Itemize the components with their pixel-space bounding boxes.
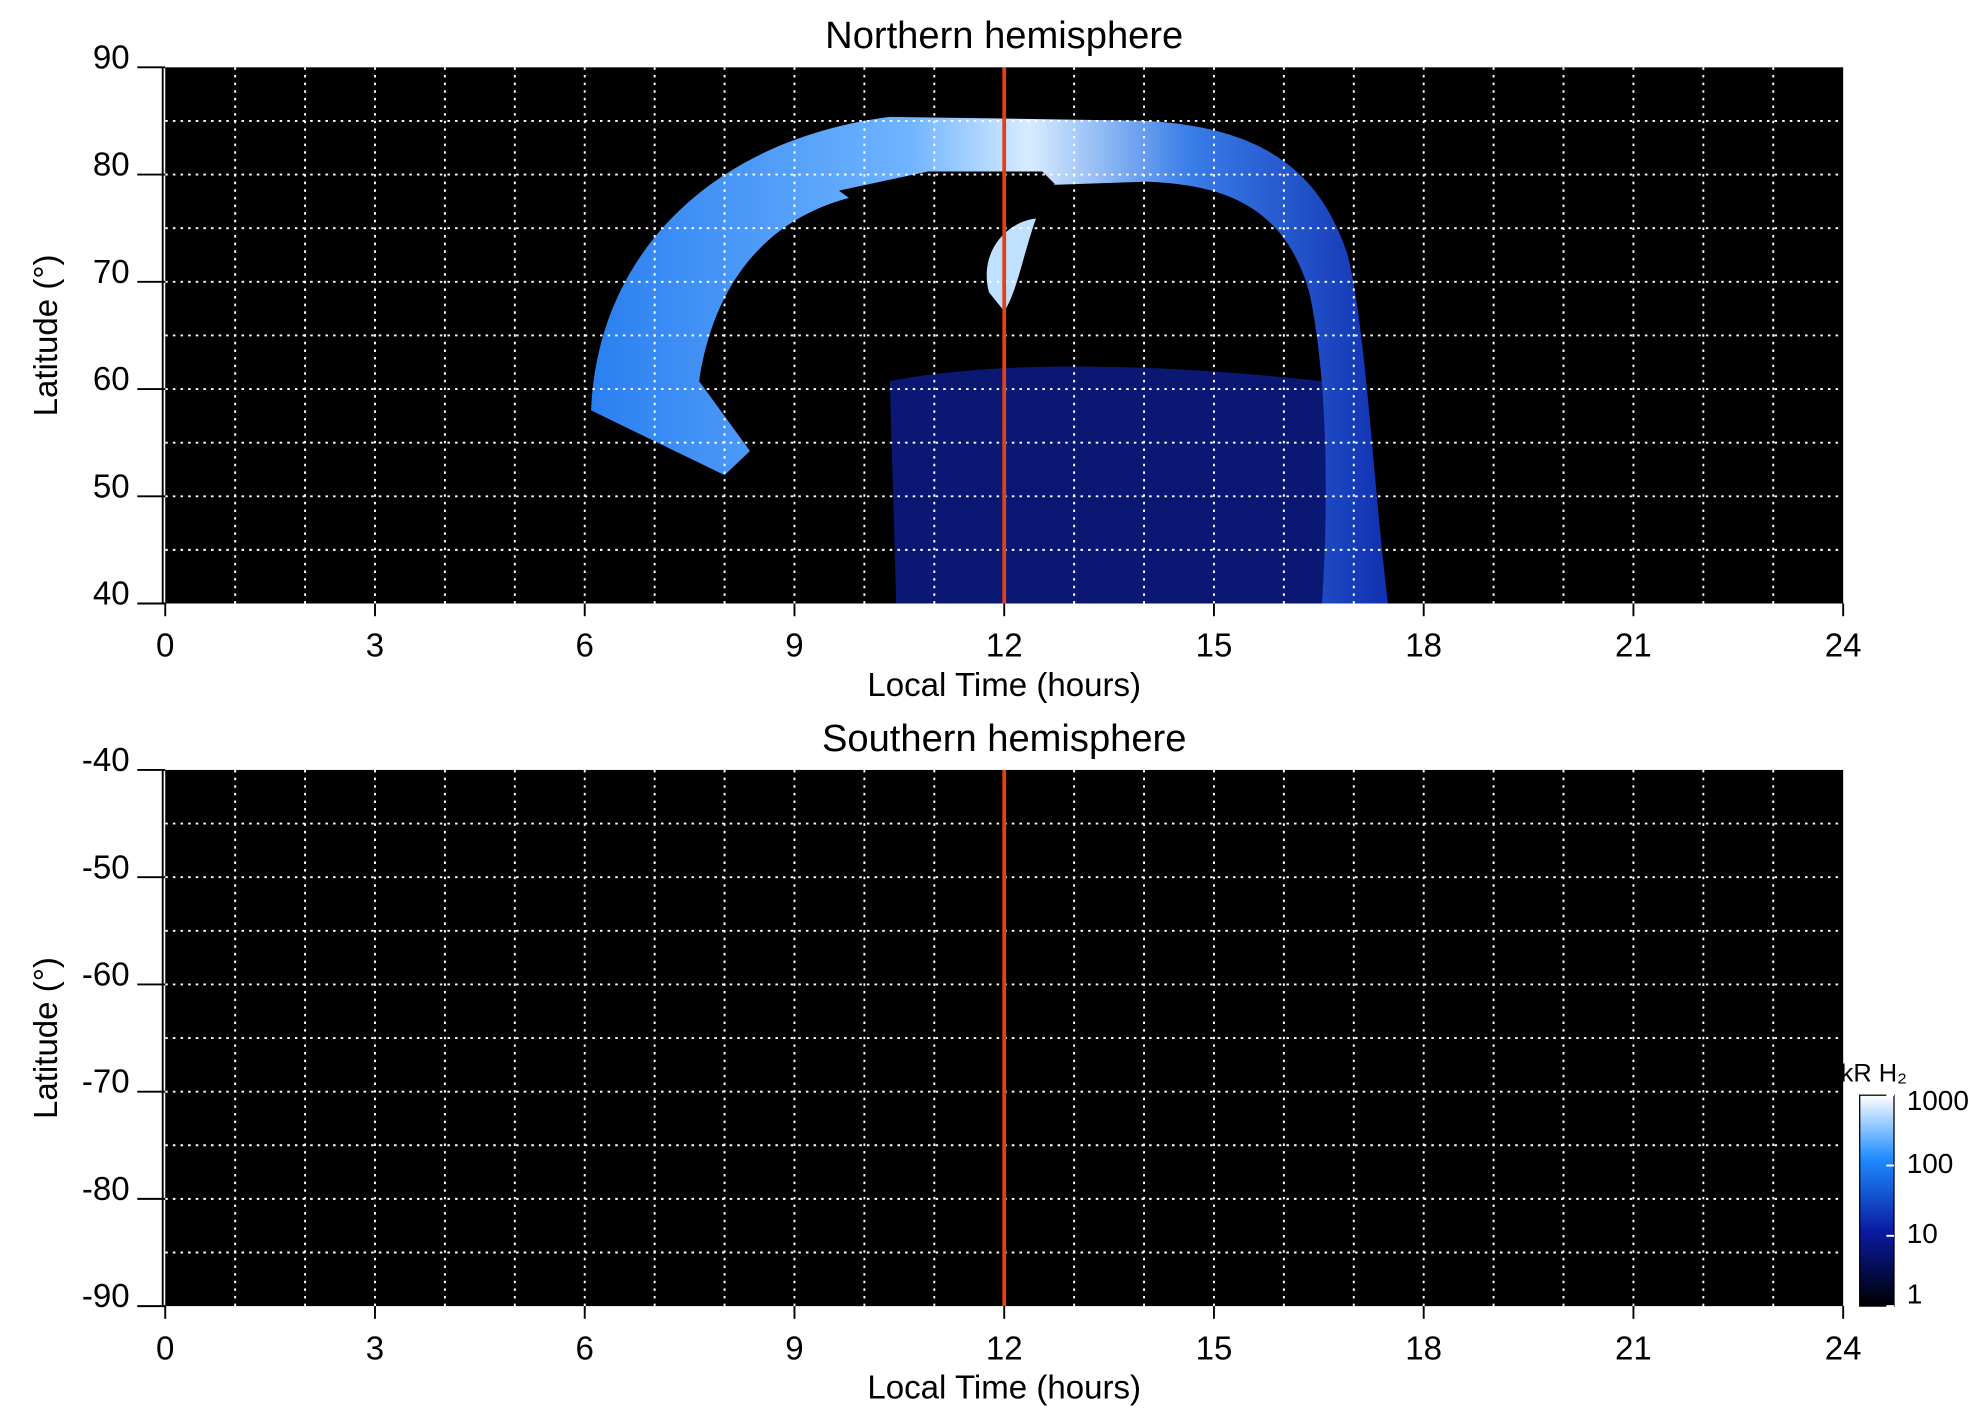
- y-tick-label: -50: [82, 849, 130, 886]
- y-tick-label: -70: [82, 1064, 130, 1101]
- colorbar: [1859, 1094, 1895, 1307]
- x-tick-label: 6: [576, 1330, 594, 1367]
- x-axis-label: Local Time (hours): [867, 667, 1141, 704]
- x-tick-label: 9: [785, 1330, 803, 1367]
- y-tick-label: 80: [93, 147, 130, 184]
- y-tick-label: -60: [82, 957, 130, 994]
- y-tick-label: 70: [93, 254, 130, 291]
- x-tick-label: 12: [986, 628, 1023, 665]
- y-tick-label: -40: [82, 742, 130, 779]
- y-axis-label: Latitude (°): [28, 254, 65, 416]
- x-axis-label: Local Time (hours): [867, 1370, 1141, 1407]
- x-tick-label: 15: [1196, 1330, 1233, 1367]
- x-tick-label: 0: [156, 628, 174, 665]
- y-tick-label: -80: [82, 1171, 130, 1208]
- x-tick-label: 3: [366, 1330, 384, 1367]
- y-tick-label: 60: [93, 361, 130, 398]
- colorbar-label: kR H₂: [1841, 1060, 1907, 1088]
- y-tick-label: 50: [93, 468, 130, 505]
- y-tick-label: 40: [93, 576, 130, 613]
- x-tick-label: 15: [1196, 628, 1233, 665]
- x-tick-label: 9: [785, 628, 803, 665]
- x-tick-label: 18: [1405, 1330, 1442, 1367]
- colorbar-tick-label: 10: [1907, 1218, 1938, 1249]
- chart-title: Southern hemisphere: [822, 717, 1186, 760]
- colorbar-tick-label: 1000: [1907, 1085, 1969, 1116]
- x-tick-label: 18: [1405, 628, 1442, 665]
- y-tick-label: -90: [82, 1278, 130, 1315]
- y-axis-label: Latitude (°): [28, 957, 65, 1119]
- x-tick-label: 3: [366, 628, 384, 665]
- chart-title: Northern hemisphere: [825, 14, 1183, 57]
- y-tick-label: 90: [93, 39, 130, 76]
- x-tick-label: 24: [1825, 628, 1862, 665]
- aurora-image: [591, 116, 1389, 604]
- x-tick-label: 21: [1615, 628, 1652, 665]
- colorbar-tick-label: 100: [1907, 1148, 1954, 1179]
- x-tick-label: 0: [156, 1330, 174, 1367]
- x-tick-label: 12: [986, 1330, 1023, 1367]
- x-tick-label: 6: [576, 628, 594, 665]
- x-tick-label: 21: [1615, 1330, 1652, 1367]
- colorbar-tick-label: 1: [1907, 1278, 1923, 1309]
- x-tick-label: 24: [1825, 1330, 1862, 1367]
